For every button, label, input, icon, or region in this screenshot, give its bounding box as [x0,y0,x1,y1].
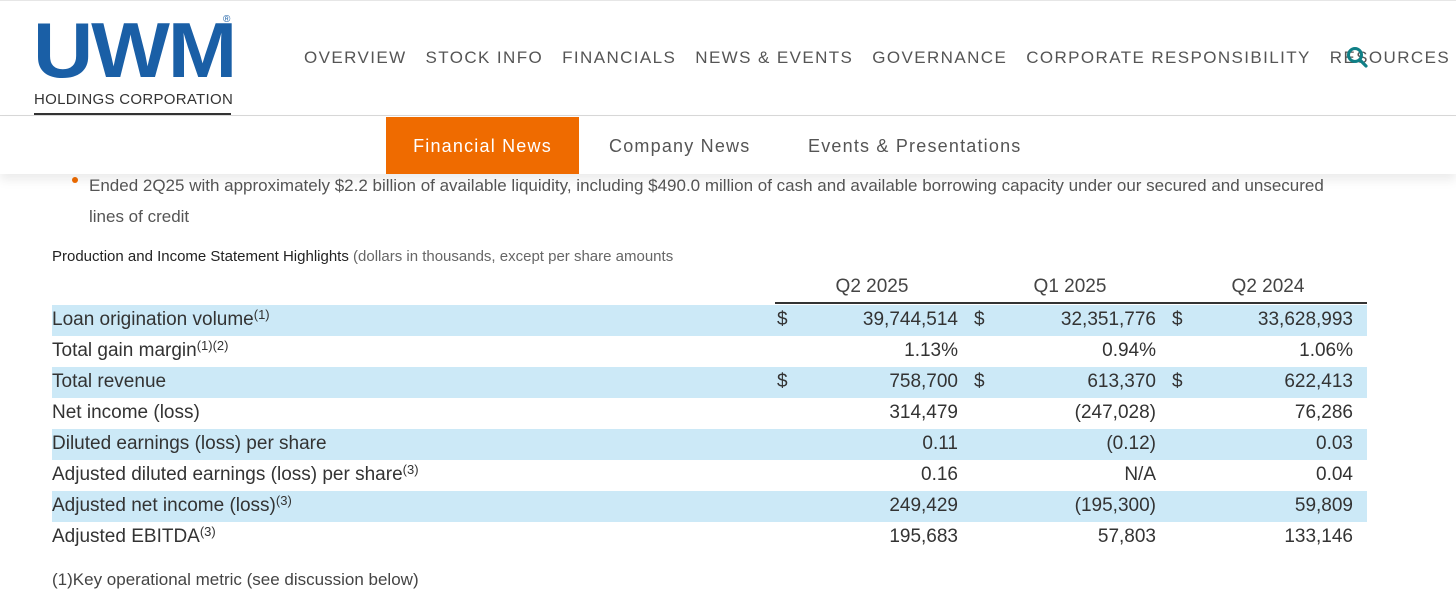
nav-stock-info[interactable]: STOCK INFO [425,48,544,67]
table-cell: 76,286 [1294,402,1353,423]
tab-events-presentations[interactable]: Events & Presentations [808,136,1022,156]
footnote: (1)Key operational metric (see discussio… [52,570,419,589]
row-label-text: Total revenue [52,371,167,392]
row-label-text: Adjusted EBITDA [52,526,200,547]
row-label-text: Net income (loss) [52,402,200,423]
table-cell: (195,300) [1074,495,1156,516]
tab-financial-news[interactable]: Financial News [386,117,579,174]
nav-corporate-responsibility[interactable]: CORPORATE RESPONSIBILITY [1026,48,1311,67]
caption-title: Production and Income Statement Highligh… [52,248,349,265]
currency-symbol: $ [1172,309,1183,330]
table-cell: (247,028) [1074,402,1156,423]
logo-wordmark: UWM [33,6,237,94]
table-cell: 613,370 [1087,371,1156,392]
search-icon[interactable] [1346,46,1368,68]
row-label: Loan origination volume(1) [52,307,270,331]
registered-mark: ® [223,14,231,25]
table-cell: 0.04 [1316,464,1353,485]
table-cell: 1.13% [904,340,958,361]
table-cell: 32,351,776 [1060,309,1156,330]
table-row: Diluted earnings (loss) per share 0.11 (0.… [52,429,1367,460]
row-label: Adjusted EBITDA(3) [52,524,216,548]
table-cell: (0.12) [1106,433,1156,454]
footnote-ref: (3) [402,462,419,477]
table-row: Net income (loss) 314,479 (247,028) 76,286 [52,398,1367,429]
table-cell: 0.03 [1316,433,1353,454]
row-label: Adjusted diluted earnings (loss) per sha… [52,462,419,486]
table-cell: 133,146 [1284,526,1353,547]
table-cell: 314,479 [889,402,958,423]
uwm-logo[interactable]: UWM ® HOLDINGS CORPORATION [33,6,238,115]
logo-underline [34,113,231,115]
table-header-row: Q2 2025 Q1 2025 Q2 2024 [52,273,1367,304]
currency-symbol: $ [777,371,788,392]
footnote-ref: (3) [199,524,216,539]
table-cell: 195,683 [889,526,958,547]
table-cell: 249,429 [889,495,958,516]
row-label: Diluted earnings (loss) per share [52,433,327,455]
row-label-text: Loan origination volume [52,309,254,330]
footnote-ref: (1)(2) [196,338,229,353]
table-row: Loan origination volume(1) $39,744,514 $32… [52,305,1367,336]
liquidity-bullet: Ended 2Q25 with approximately $2.2 billi… [89,176,1324,226]
nav-overview[interactable]: OVERVIEW [304,48,407,67]
row-label: Adjusted net income (loss)(3) [52,493,292,517]
table-cell: 0.94% [1102,340,1156,361]
row-label: Total revenue [52,371,166,393]
site-header: UWM ® HOLDINGS CORPORATION OVERVIEW STOC… [0,0,1456,116]
nav-governance[interactable]: GOVERNANCE [872,48,1008,67]
header-rule [775,302,1367,304]
currency-symbol: $ [1172,371,1183,392]
table-row: Adjusted diluted earnings (loss) per sha… [52,460,1367,491]
table-cell: 39,744,514 [862,309,958,330]
column-header-q2-2024: Q2 2024 [1231,276,1305,297]
logo-subtitle: HOLDINGS CORPORATION [34,91,234,108]
footnote-ref: (1) [253,307,270,322]
currency-symbol: $ [974,309,985,330]
table-cell: N/A [1124,464,1156,485]
table-cell: 622,413 [1284,371,1353,392]
table-cell: 57,803 [1097,526,1156,547]
table-row: Total gain margin(1)(2) 1.13% 0.94% 1.06% [52,336,1367,367]
column-header-q2-2025: Q2 2025 [835,276,909,297]
table-cell: 0.11 [922,433,958,454]
caption-units: (dollars in thousands, except per share … [348,248,674,265]
row-label-text: Diluted earnings (loss) per share [52,433,327,454]
column-header-q1-2025: Q1 2025 [1033,276,1107,297]
sub-nav: Financial News Company News Events & Pre… [0,117,1456,174]
row-label-text: Adjusted diluted earnings (loss) per sha… [52,464,403,485]
table-cell: 758,700 [889,371,958,392]
main-nav: OVERVIEW STOCK INFO FINANCIALS NEWS & EV… [304,48,1456,68]
table-cell: 0.16 [921,464,958,485]
table-row: Adjusted EBITDA(3) 195,683 57,803 133,146 [52,522,1367,553]
tab-company-news[interactable]: Company News [609,136,751,156]
bullet-dot [72,177,78,183]
footnote-ref: (3) [275,493,292,508]
currency-symbol: $ [777,309,788,330]
table-cell: 1.06% [1299,340,1353,361]
table-cell: 33,628,993 [1257,309,1353,330]
row-label-text: Adjusted net income (loss) [52,495,276,516]
table-cell: 59,809 [1294,495,1353,516]
table-caption: Production and Income Statement Highligh… [52,248,673,265]
row-label: Net income (loss) [52,402,200,424]
nav-news-events[interactable]: NEWS & EVENTS [695,48,854,67]
currency-symbol: $ [974,371,985,392]
row-label: Total gain margin(1)(2) [52,338,229,362]
row-label-text: Total gain margin [52,340,197,361]
table-row: Adjusted net income (loss)(3) 249,429 (195… [52,491,1367,522]
nav-financials[interactable]: FINANCIALS [562,48,677,67]
table-row: Total revenue $758,700 $613,370 $622,413 [52,367,1367,398]
